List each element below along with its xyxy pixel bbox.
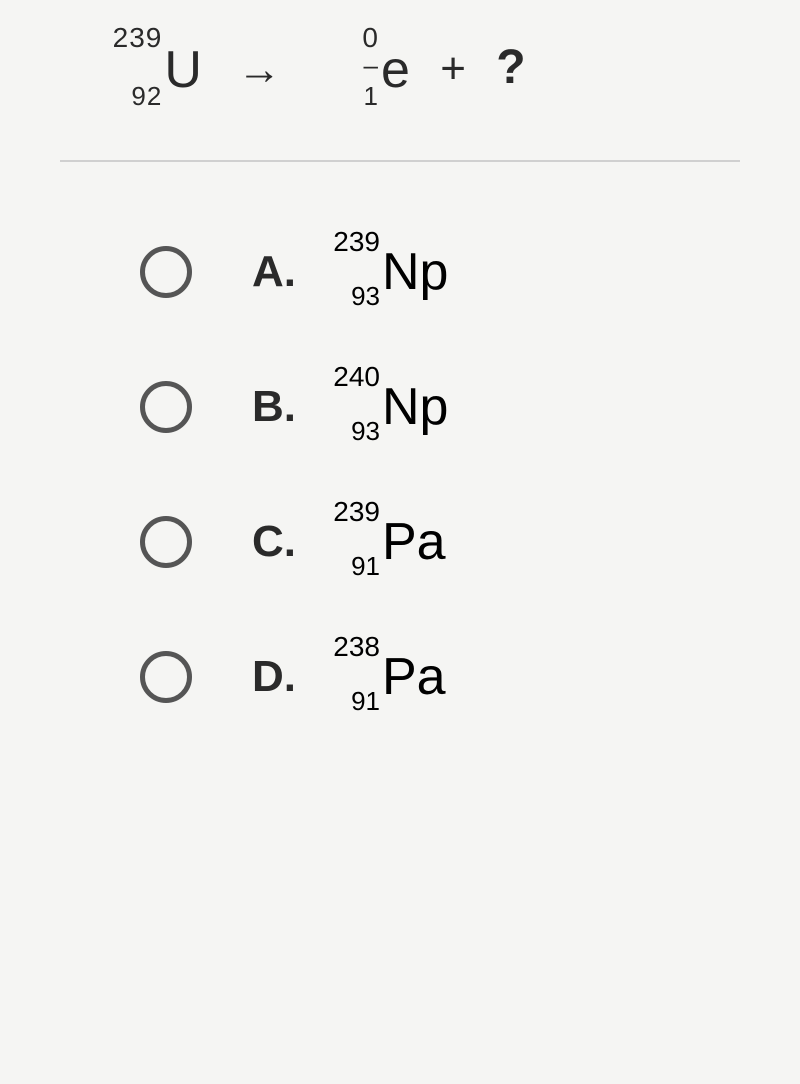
option-c-label: C. [252,517,302,567]
plus-sign: + [440,44,467,93]
product1-symbol: e [381,41,411,99]
product1-atomic: –1 [363,50,378,112]
answer-options: A. 239 93 Np B. 240 93 Np C. 239 91 Pa D… [140,242,740,707]
option-a-label: A. [252,247,302,297]
reactant-atomic: 92 [131,81,162,112]
option-b-atomic: 93 [351,416,380,447]
product1-isotope: 0 –1 e [381,40,411,100]
option-c-atomic: 91 [351,551,380,582]
reactant-isotope: 239 92 U [164,40,203,100]
option-b[interactable]: B. 240 93 Np [140,377,740,437]
radio-d[interactable] [140,651,192,703]
option-c-symbol: Pa [382,513,446,571]
option-a-symbol: Np [382,243,448,301]
option-a-mass: 239 [333,226,380,258]
option-b-label: B. [252,382,302,432]
radio-c[interactable] [140,516,192,568]
section-divider [60,160,740,162]
option-d-atomic: 91 [351,686,380,717]
reactant-mass: 239 [113,22,163,54]
option-d-symbol: Pa [382,648,446,706]
option-d-label: D. [252,652,302,702]
option-d-mass: 238 [333,631,380,663]
option-c-mass: 239 [333,496,380,528]
option-d-isotope: 238 91 Pa [382,647,446,707]
option-b-symbol: Np [382,378,448,436]
option-c-isotope: 239 91 Pa [382,512,446,572]
option-a-isotope: 239 93 Np [382,242,448,302]
nuclear-equation: 239 92 U → 0 –1 e + ? [100,40,740,100]
option-b-mass: 240 [333,361,380,393]
reactant-symbol: U [164,41,203,99]
option-a-atomic: 93 [351,281,380,312]
unknown-placeholder: ? [496,41,526,94]
option-d[interactable]: D. 238 91 Pa [140,647,740,707]
radio-b[interactable] [140,381,192,433]
reaction-arrow: → [237,45,282,95]
option-a[interactable]: A. 239 93 Np [140,242,740,302]
option-b-isotope: 240 93 Np [382,377,448,437]
option-c[interactable]: C. 239 91 Pa [140,512,740,572]
radio-a[interactable] [140,246,192,298]
